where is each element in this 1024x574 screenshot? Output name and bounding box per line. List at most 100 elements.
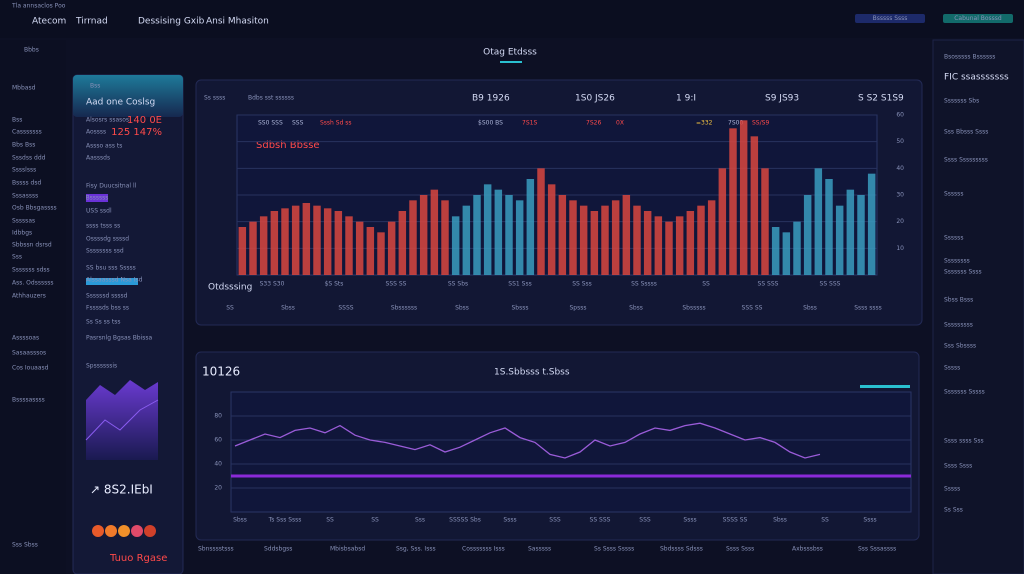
right-item: Sssssssss xyxy=(944,322,973,329)
panel-title: Aad one Coslsg xyxy=(86,98,155,108)
y-tick-label: 40 xyxy=(896,165,904,172)
sidebar-item: Sasaasssos xyxy=(12,350,46,357)
bar xyxy=(846,189,855,275)
nav-tab: Dessising Gxib xyxy=(138,17,205,27)
legend-item: $S00 BS xyxy=(478,120,503,127)
bar xyxy=(270,211,279,275)
panel-footer-item: Sbsss xyxy=(512,305,529,312)
x-tick-label: SS xyxy=(371,517,379,524)
panel-footer-item: Sbss xyxy=(629,305,643,312)
chart-subtitle: 1S.Sbbsss t.Sbss xyxy=(494,368,570,378)
bar xyxy=(419,195,428,275)
bar xyxy=(814,168,823,275)
y-tick-label: 80 xyxy=(214,413,222,420)
panel-line: Pasrsnlg Bgsas Bbissa xyxy=(86,335,153,342)
sidebar-item: Sssdss ddd xyxy=(12,155,46,162)
bar xyxy=(739,120,748,275)
panel-line: Ss Ss ss tss xyxy=(86,319,120,326)
stat: S S2 S1S9 xyxy=(858,94,904,104)
bar xyxy=(313,205,321,275)
x-tick-label: Sbss xyxy=(773,517,787,524)
x-tick-label: Sss xyxy=(415,517,425,524)
legend-item: 7S00 xyxy=(728,120,743,127)
price-line xyxy=(234,422,821,459)
panel-footer: Tuuo Rgase xyxy=(109,553,167,564)
stat: B9 1926 xyxy=(472,94,510,104)
right-item: Ssss Ssss xyxy=(944,463,972,470)
sidebar-item: Mbbasd xyxy=(12,85,36,92)
right-item: FIC ssasssssss xyxy=(944,73,1009,83)
x-tick-label: SS Sssss xyxy=(631,281,657,288)
bar xyxy=(259,216,268,275)
panel-button[interactable] xyxy=(86,194,108,202)
panel-footer-item: Sbsssss xyxy=(682,305,705,312)
footer-item: Sbnsssstsss xyxy=(198,546,234,553)
stat: S9 JS93 xyxy=(765,94,799,104)
bar xyxy=(579,205,588,275)
bar xyxy=(291,205,300,275)
bar xyxy=(686,211,695,275)
nav-button-label: Bsssss Ssss xyxy=(873,15,908,22)
x-tick-label: SS SSS xyxy=(590,517,611,524)
x-tick-label: SS SSS xyxy=(758,281,779,288)
panel-line: USS ssdl xyxy=(86,208,112,215)
panel-line: Ossssdg ssssd xyxy=(86,236,129,243)
nav-button[interactable] xyxy=(855,14,925,23)
right-item: Ssssssss xyxy=(944,258,970,265)
bar xyxy=(611,200,620,275)
annotation: Sdbsh Bbsse xyxy=(256,140,320,151)
panel-row-value: 125 147% xyxy=(111,127,162,138)
sidebar-item: Idbbgs xyxy=(12,230,32,237)
nav-tab: Ansi Mhasiton xyxy=(206,17,269,27)
y-tick-label: 60 xyxy=(214,437,222,444)
x-tick-label: SSS xyxy=(639,517,651,524)
bar xyxy=(782,232,791,275)
nav-button-label: Cabunal Bosssd xyxy=(954,15,1002,22)
bar xyxy=(441,200,449,275)
panel-row-value: 140 0E xyxy=(127,115,162,126)
sidebar-item: Sbbssn dsrsd xyxy=(12,242,52,249)
panel-line: Spssssssis xyxy=(86,363,117,370)
sidebar-item: Sssassss xyxy=(12,193,38,200)
bar xyxy=(462,205,471,275)
sidebar-item: Athhauzers xyxy=(12,293,46,300)
footer-item: Axbsssbss xyxy=(792,546,823,553)
x-tick-label: SSS xyxy=(549,517,561,524)
bar xyxy=(334,211,343,275)
chart-value: 10126 xyxy=(202,365,240,379)
panel-footer-item: Spsss xyxy=(570,305,587,312)
x-tick-label: Ssss xyxy=(863,517,876,524)
right-item: Ssss Sssssssss xyxy=(944,157,988,164)
bar xyxy=(387,221,396,275)
stat: 1 9:I xyxy=(676,94,696,104)
x-tick-label: $S Sts xyxy=(325,281,344,288)
bar xyxy=(675,216,684,275)
bar xyxy=(857,195,865,275)
bar xyxy=(867,173,876,275)
right-item: Sss Sbssss xyxy=(944,343,976,350)
brand: Tla annsaclos Poo xyxy=(11,3,66,10)
bar xyxy=(537,168,545,275)
right-item: Sssss xyxy=(944,486,960,493)
legend-item: 7S26 xyxy=(586,120,601,127)
panel-line: Fssssds bss ss xyxy=(86,305,129,312)
bar xyxy=(483,184,492,275)
bar xyxy=(665,221,673,275)
panel-line: ssss tsss ss xyxy=(86,223,120,230)
bar xyxy=(302,203,311,275)
sidebar-item: Osb Bbsgassss xyxy=(12,205,57,212)
sidebar-item: Casssssss xyxy=(12,129,42,136)
bar xyxy=(633,205,641,275)
nav-button[interactable] xyxy=(943,14,1013,23)
panel-row-label: Alsosrs ssasos xyxy=(86,117,129,124)
x-tick-label: SS SSS xyxy=(820,281,841,288)
right-item: Ssssss xyxy=(944,235,963,242)
bar xyxy=(451,216,460,275)
footer-item: Ss Ssss Sssss xyxy=(594,546,634,553)
panel-chip: Bss xyxy=(90,83,100,90)
bar xyxy=(825,179,833,275)
right-sidebar xyxy=(932,39,1024,574)
x-tick-label: SS xyxy=(326,517,334,524)
sidebar-item: Cos Iouaasd xyxy=(12,365,49,372)
sidebar-item: Sss Sbss xyxy=(12,542,38,549)
